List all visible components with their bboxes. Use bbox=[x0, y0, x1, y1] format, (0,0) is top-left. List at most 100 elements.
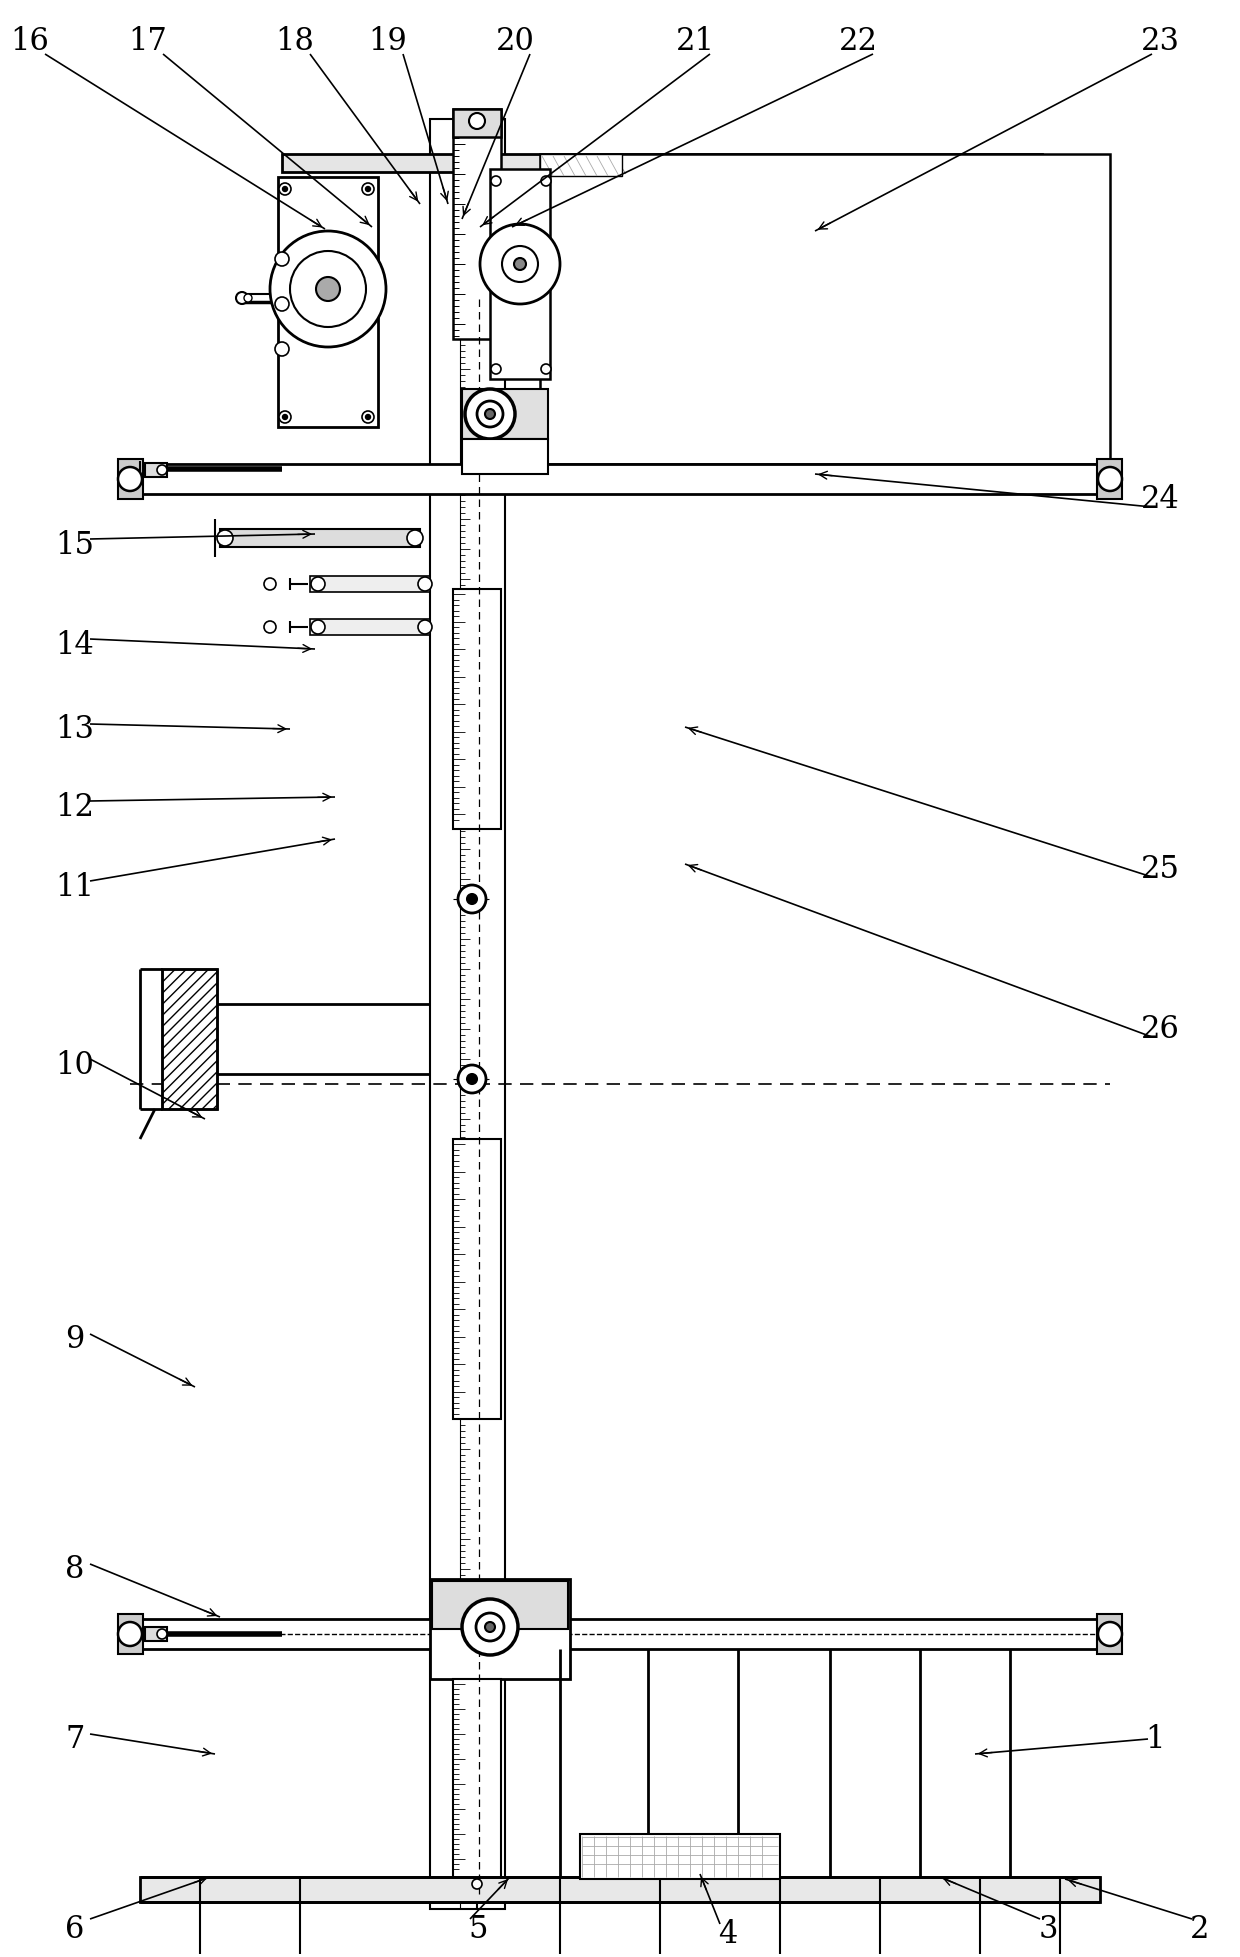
Circle shape bbox=[541, 176, 551, 188]
Bar bbox=[162, 969, 217, 1110]
Text: 24: 24 bbox=[1141, 483, 1179, 515]
Circle shape bbox=[469, 114, 485, 129]
Bar bbox=[453, 589, 501, 830]
Bar bbox=[1097, 1615, 1122, 1654]
Polygon shape bbox=[463, 440, 548, 476]
Circle shape bbox=[1097, 468, 1122, 491]
Circle shape bbox=[485, 1622, 495, 1632]
Circle shape bbox=[270, 231, 386, 348]
Circle shape bbox=[157, 1628, 167, 1640]
Text: 9: 9 bbox=[66, 1323, 84, 1354]
Circle shape bbox=[366, 188, 371, 192]
Bar bbox=[140, 1877, 1100, 1902]
Circle shape bbox=[316, 278, 340, 301]
Bar bbox=[310, 577, 430, 593]
Text: 17: 17 bbox=[129, 27, 167, 57]
Text: 10: 10 bbox=[56, 1049, 94, 1080]
Bar bbox=[118, 1615, 143, 1654]
Text: 16: 16 bbox=[11, 27, 50, 57]
Bar bbox=[118, 460, 143, 499]
Text: 6: 6 bbox=[66, 1914, 84, 1945]
Circle shape bbox=[407, 530, 423, 546]
Circle shape bbox=[491, 364, 501, 376]
Text: 22: 22 bbox=[838, 27, 878, 57]
Text: 26: 26 bbox=[1141, 1014, 1179, 1045]
Text: 11: 11 bbox=[56, 873, 94, 902]
Circle shape bbox=[476, 1613, 503, 1642]
Circle shape bbox=[418, 577, 432, 591]
Bar bbox=[453, 1679, 501, 1879]
Circle shape bbox=[236, 294, 248, 305]
Circle shape bbox=[290, 252, 366, 329]
Bar bbox=[430, 1579, 570, 1679]
Text: 18: 18 bbox=[275, 27, 315, 57]
Circle shape bbox=[1097, 1622, 1122, 1646]
Text: 23: 23 bbox=[1141, 27, 1179, 57]
Bar bbox=[430, 119, 505, 1908]
Bar bbox=[518, 1595, 548, 1615]
Text: 2: 2 bbox=[1190, 1914, 1210, 1945]
Circle shape bbox=[477, 401, 503, 429]
Text: 1: 1 bbox=[1146, 1724, 1164, 1755]
Circle shape bbox=[502, 247, 538, 284]
Circle shape bbox=[458, 1065, 486, 1094]
Circle shape bbox=[541, 364, 551, 376]
Bar bbox=[453, 110, 501, 341]
Circle shape bbox=[515, 258, 526, 270]
Bar bbox=[310, 620, 430, 636]
Circle shape bbox=[491, 176, 501, 188]
Circle shape bbox=[275, 252, 289, 266]
Circle shape bbox=[472, 1879, 482, 1889]
Circle shape bbox=[418, 620, 432, 634]
Circle shape bbox=[275, 342, 289, 356]
Bar bbox=[278, 178, 378, 429]
Circle shape bbox=[463, 1599, 518, 1656]
Text: 3: 3 bbox=[1038, 1914, 1058, 1945]
Circle shape bbox=[264, 579, 277, 591]
Bar bbox=[580, 1834, 780, 1879]
Text: 8: 8 bbox=[66, 1554, 84, 1585]
Circle shape bbox=[217, 530, 233, 546]
Circle shape bbox=[465, 389, 515, 440]
Circle shape bbox=[467, 894, 477, 904]
Circle shape bbox=[467, 1074, 477, 1084]
Bar bbox=[490, 170, 551, 380]
Circle shape bbox=[283, 415, 288, 421]
Bar bbox=[539, 155, 622, 176]
Circle shape bbox=[283, 188, 288, 192]
Circle shape bbox=[311, 577, 325, 591]
Text: 20: 20 bbox=[496, 27, 534, 57]
Bar bbox=[145, 464, 167, 478]
Circle shape bbox=[118, 468, 143, 491]
Circle shape bbox=[362, 184, 374, 196]
Circle shape bbox=[362, 411, 374, 425]
Circle shape bbox=[118, 1622, 143, 1646]
Circle shape bbox=[275, 297, 289, 311]
Text: 14: 14 bbox=[56, 630, 94, 660]
Bar bbox=[1097, 460, 1122, 499]
Circle shape bbox=[264, 622, 277, 634]
Circle shape bbox=[157, 466, 167, 476]
Circle shape bbox=[458, 887, 486, 914]
Bar bbox=[140, 464, 1100, 495]
Circle shape bbox=[311, 620, 325, 634]
Bar bbox=[140, 1618, 1100, 1650]
Circle shape bbox=[485, 409, 495, 421]
Bar bbox=[453, 1139, 501, 1419]
Text: 21: 21 bbox=[676, 27, 714, 57]
Polygon shape bbox=[463, 389, 548, 440]
Circle shape bbox=[279, 184, 291, 196]
Bar bbox=[510, 1589, 560, 1624]
Bar bbox=[219, 530, 420, 548]
Polygon shape bbox=[432, 1581, 568, 1628]
Circle shape bbox=[279, 411, 291, 425]
Bar bbox=[539, 155, 1110, 464]
Text: 13: 13 bbox=[56, 714, 94, 746]
Bar bbox=[281, 155, 1042, 172]
Text: 19: 19 bbox=[368, 27, 408, 57]
Bar bbox=[453, 110, 501, 137]
Bar bbox=[162, 969, 217, 1110]
Text: 12: 12 bbox=[56, 793, 94, 824]
Text: 5: 5 bbox=[469, 1914, 487, 1945]
Circle shape bbox=[366, 415, 371, 421]
